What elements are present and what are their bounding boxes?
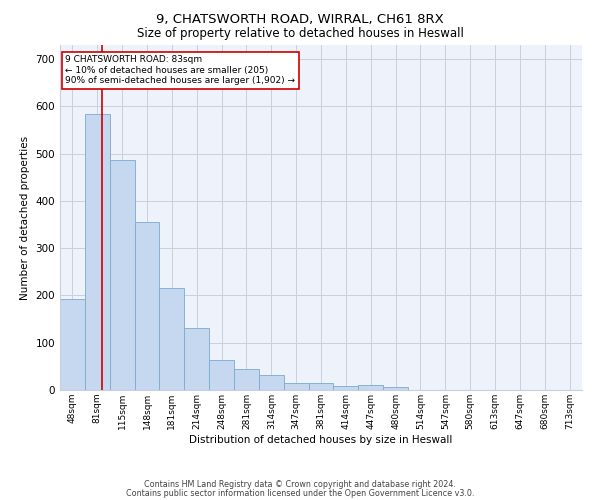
Bar (110, 160, 134, 390)
Bar (160, 288, 184, 390)
Text: 9 CHATSWORTH ROAD: 83sqm
← 10% of detached houses are smaller (205)
90% of semi-: 9 CHATSWORTH ROAD: 83sqm ← 10% of detach… (65, 56, 295, 85)
Bar (85, 114, 110, 390)
Text: 9, CHATSWORTH ROAD, WIRRAL, CH61 8RX: 9, CHATSWORTH ROAD, WIRRAL, CH61 8RX (156, 12, 444, 26)
X-axis label: Distribution of detached houses by size in Heswall: Distribution of detached houses by size … (190, 434, 452, 444)
Bar (60, 300, 85, 390)
Bar (134, 222, 160, 390)
Bar (334, 386, 358, 390)
Text: Contains HM Land Registry data © Crown copyright and database right 2024.: Contains HM Land Registry data © Crown c… (144, 480, 456, 489)
Bar (184, 328, 209, 390)
Text: Size of property relative to detached houses in Heswall: Size of property relative to detached ho… (137, 28, 463, 40)
Bar (284, 383, 308, 390)
Text: Contains public sector information licensed under the Open Government Licence v3: Contains public sector information licen… (126, 488, 474, 498)
Bar (308, 383, 334, 390)
Y-axis label: Number of detached properties: Number of detached properties (20, 136, 30, 300)
Bar (209, 360, 234, 390)
Bar (234, 369, 259, 390)
Bar (383, 386, 408, 390)
Bar (259, 376, 284, 390)
Bar (358, 386, 383, 390)
